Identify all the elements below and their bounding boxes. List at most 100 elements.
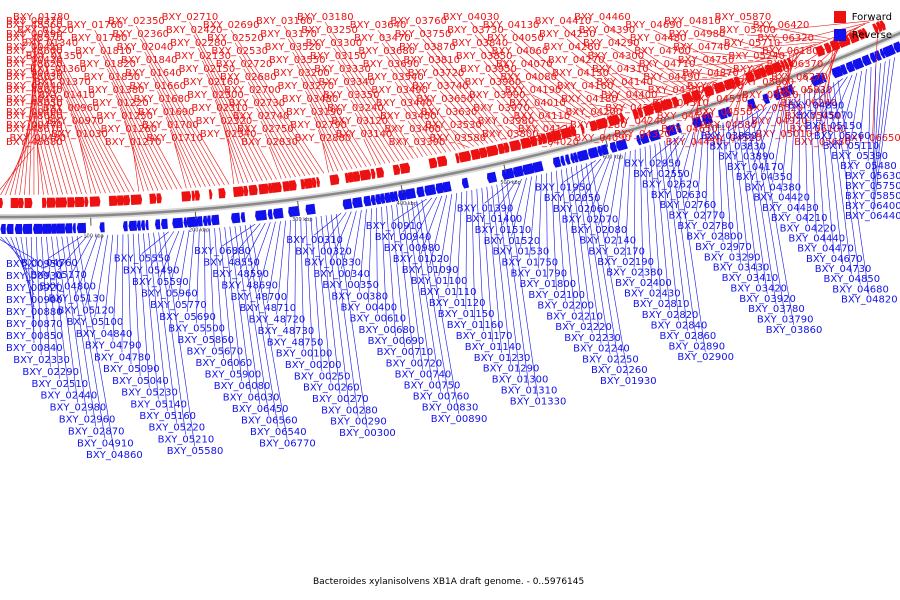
forward-gene-leader xyxy=(756,43,817,62)
forward-gene-label: BXY_01370 xyxy=(34,77,91,88)
reverse-gene-label: BXY_02950 xyxy=(624,158,681,169)
reverse-gene-label: BXY_01800 xyxy=(519,279,576,290)
forward-gene xyxy=(248,184,258,196)
scale-tick-label: 100 kbp xyxy=(83,234,103,240)
forward-gene-label: BXY_04500 xyxy=(648,85,705,96)
forward-gene-leader xyxy=(214,99,249,183)
reverse-gene-label: BXY_03830 xyxy=(709,141,766,152)
forward-gene xyxy=(848,31,860,44)
forward-gene-label: BXY_03690 xyxy=(363,59,420,70)
forward-gene-leader xyxy=(251,94,301,177)
reverse-gene-leader xyxy=(649,145,662,300)
reverse-label: Reverse xyxy=(851,29,892,41)
forward-gene-label: BXY_05240 xyxy=(728,51,785,62)
forward-gene-label: BXY_05660 xyxy=(737,77,794,88)
reverse-gene-label: BXY_02230 xyxy=(564,333,621,344)
forward-gene-leader xyxy=(783,54,790,140)
reverse-gene xyxy=(255,209,267,221)
forward-gene-leader xyxy=(439,90,489,144)
reverse-gene-label: BXY_04910 xyxy=(77,438,134,449)
reverse-gene-leader xyxy=(481,187,494,342)
forward-gene-leader xyxy=(70,112,101,194)
forward-gene-label: BXY_02680 xyxy=(220,72,277,83)
forward-gene xyxy=(84,196,89,207)
reverse-gene-label: BXY_04170 xyxy=(727,162,784,173)
forward-gene-leader xyxy=(135,25,230,185)
reverse-gene-leader xyxy=(705,127,709,222)
reverse-gene-label: BXY_03860 xyxy=(766,325,823,336)
reverse-gene-leader xyxy=(350,210,362,281)
forward-gene-leader xyxy=(510,29,604,115)
forward-gene-leader xyxy=(61,86,111,194)
forward-gene-leader xyxy=(102,55,173,190)
reverse-gene-label: BXY_05390 xyxy=(831,151,888,162)
forward-gene-label: BXY_00460 xyxy=(6,107,63,118)
forward-gene-leader xyxy=(765,47,808,88)
forward-gene-leader xyxy=(115,94,159,191)
reverse-gene xyxy=(435,182,444,194)
forward-gene-label: BXY_48560 xyxy=(6,20,63,31)
reverse-gene-label: BXY_02840 xyxy=(651,320,708,331)
forward-swatch xyxy=(833,11,846,23)
reverse-gene-leader xyxy=(391,205,405,348)
forward-gene-leader xyxy=(812,33,844,122)
forward-gene-leader xyxy=(671,77,723,83)
forward-gene xyxy=(344,172,350,184)
forward-gene-leader xyxy=(333,47,409,160)
forward-gene-label: BXY_04510 xyxy=(652,98,709,109)
reverse-gene-label: BXY_06080 xyxy=(214,381,271,392)
forward-gene xyxy=(55,197,68,208)
reverse-gene xyxy=(882,44,896,58)
forward-gene-label: BXY_04550 xyxy=(696,107,753,118)
forward-gene-leader xyxy=(202,60,263,182)
forward-gene-leader xyxy=(575,64,637,106)
forward-gene xyxy=(108,195,118,206)
forward-gene-leader xyxy=(94,29,182,189)
reverse-gene-label: BXY_48550 xyxy=(203,258,260,269)
forward-gene-leader xyxy=(24,68,35,196)
forward-gene-label: BXY_02690 xyxy=(203,20,260,31)
forward-gene-leader xyxy=(615,60,682,92)
reverse-gene-label: BXY_00980 xyxy=(384,243,441,254)
reverse-gene-leader xyxy=(562,160,597,183)
reverse-gene-leader xyxy=(571,158,602,194)
forward-gene-leader xyxy=(541,120,572,124)
forward-gene-leader xyxy=(403,107,437,155)
reverse-gene-label: BXY_00920 xyxy=(6,283,63,294)
forward-gene-label: BXY_06370 xyxy=(767,59,824,70)
forward-gene-leader xyxy=(778,52,795,127)
reverse-gene xyxy=(553,156,562,168)
forward-gene-label: BXY_01380 xyxy=(88,85,145,96)
reverse-gene xyxy=(636,134,642,146)
forward-gene-label: BXY_04580 xyxy=(700,120,757,131)
reverse-gene-leader xyxy=(58,235,88,271)
forward-gene-label: BXY_03970 xyxy=(473,103,530,114)
reverse-gene xyxy=(648,129,661,142)
forward-gene xyxy=(282,180,291,192)
forward-gene-label: BXY_03540 xyxy=(367,72,424,83)
reverse-gene-leader xyxy=(168,230,185,289)
reverse-gene-label: BXY_03290 xyxy=(704,252,761,263)
reverse-gene-label: BXY_04840 xyxy=(76,329,133,340)
scale-tick-label: 500 kbp xyxy=(500,180,520,186)
reverse-gene-leader xyxy=(652,136,680,159)
reverse-gene-label: BXY_00400 xyxy=(340,302,397,313)
reverse-gene-leader xyxy=(163,232,195,447)
forward-gene-leader xyxy=(483,60,545,131)
forward-gene-label: BXY_01700 xyxy=(142,120,199,131)
reverse-gene-label: BXY_05040 xyxy=(112,376,169,387)
forward-gene xyxy=(560,127,572,140)
forward-gene-label: BXY_03870 xyxy=(399,42,456,53)
reverse-gene-leader xyxy=(325,215,350,406)
forward-gene xyxy=(375,167,384,179)
forward-gene-leader xyxy=(260,120,292,178)
forward-gene xyxy=(752,68,762,81)
forward-gene-leader xyxy=(785,22,870,44)
reverse-gene-leader xyxy=(804,93,808,224)
reverse-gene-label: BXY_00260 xyxy=(303,383,360,394)
forward-gene-leader xyxy=(124,120,149,192)
forward-gene-label: BXY_03740 xyxy=(412,81,469,92)
forward-gene xyxy=(478,147,488,159)
forward-gene xyxy=(218,188,226,199)
forward-gene-label: BXY_04300 xyxy=(587,51,644,62)
